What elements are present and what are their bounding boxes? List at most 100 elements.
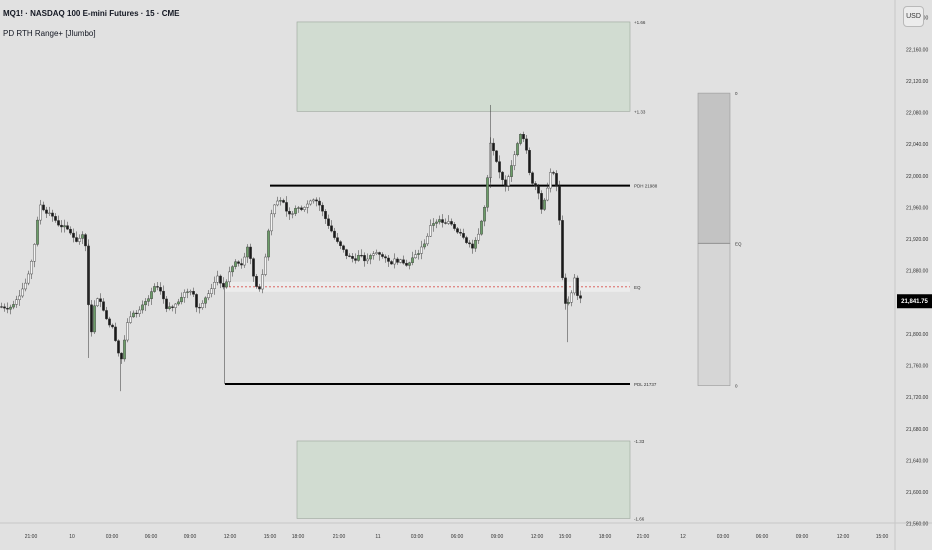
- candle: [99, 293, 102, 308]
- candle-body-up: [306, 203, 309, 208]
- candle: [522, 131, 525, 143]
- range-box-bottom-label: 0: [735, 384, 738, 389]
- candle-body-down: [387, 257, 390, 262]
- candle-body-down: [156, 286, 159, 288]
- candle-body-up: [474, 239, 477, 249]
- candle-body-down: [117, 340, 120, 354]
- projection-zones: +1.66 +1.33 -1.33 -1.66: [296, 20, 646, 521]
- candle-body-up: [261, 274, 264, 290]
- price-tick-label: 21,880.00: [906, 269, 928, 275]
- candle: [570, 290, 573, 307]
- candle: [273, 204, 276, 218]
- candle-body-down: [162, 290, 165, 300]
- candle: [483, 205, 486, 227]
- candle-body-up: [291, 213, 294, 215]
- candle: [579, 290, 582, 304]
- candle: [24, 278, 27, 292]
- candle: [381, 252, 384, 259]
- symbol-title[interactable]: MQ1! · NASDAQ 100 E-mini Futures · 15 · …: [3, 9, 180, 18]
- candle: [207, 290, 210, 301]
- candle: [486, 174, 489, 212]
- candle-body-up: [207, 293, 210, 299]
- candle: [66, 221, 69, 231]
- candle: [291, 211, 294, 219]
- candle-body-down: [498, 161, 501, 173]
- eq-label: EQ: [634, 285, 641, 290]
- candle: [105, 306, 108, 321]
- time-tick-label: 15:00: [264, 534, 277, 540]
- candle: [276, 196, 279, 207]
- candle: [441, 214, 444, 228]
- candle-body-down: [558, 185, 561, 221]
- candle-body-down: [348, 255, 351, 257]
- candle: [60, 220, 63, 233]
- candle-body-down: [51, 212, 54, 217]
- candle-body-up: [186, 291, 189, 293]
- candle-body-up: [375, 252, 378, 254]
- candle: [282, 198, 285, 204]
- candle-body-up: [9, 306, 12, 310]
- candle-body-down: [66, 225, 69, 230]
- candle: [120, 352, 123, 364]
- candle-body-up: [438, 219, 441, 223]
- candle: [468, 240, 471, 248]
- candle: [297, 206, 300, 213]
- candle: [549, 168, 552, 193]
- candle-body-up: [294, 208, 297, 214]
- candle: [114, 322, 117, 342]
- candle-body-down: [378, 252, 381, 255]
- candle: [390, 259, 393, 265]
- candle: [75, 231, 78, 243]
- candle-body-down: [114, 326, 117, 341]
- currency-button[interactable]: USD: [903, 6, 924, 27]
- time-tick-label: 12:00: [531, 534, 544, 540]
- candle-body-down: [351, 256, 354, 259]
- candle-body-down: [465, 237, 468, 243]
- candle-body-down: [69, 228, 72, 234]
- candle-body-down: [405, 262, 408, 266]
- candle: [42, 201, 45, 212]
- candle-body-up: [141, 304, 144, 311]
- price-tick-label: 21,920.00: [906, 237, 928, 243]
- candle: [507, 174, 510, 191]
- candle: [192, 287, 195, 298]
- candle-body-up: [183, 292, 186, 298]
- time-tick-label: 09:00: [184, 534, 197, 540]
- candle: [231, 265, 234, 277]
- candle: [420, 240, 423, 260]
- candle-body-down: [102, 301, 105, 311]
- candle-body-down: [540, 193, 543, 210]
- candle: [30, 259, 33, 280]
- candle-body-down: [45, 209, 48, 214]
- candle: [426, 233, 429, 247]
- range-box-top-label: 0: [735, 91, 738, 96]
- candle-body-down: [60, 224, 63, 228]
- candle: [387, 255, 390, 267]
- candle: [333, 227, 336, 240]
- time-tick-label: 12:00: [837, 534, 850, 540]
- indicator-label[interactable]: PD RTH Range+ [Jlumbo]: [3, 29, 96, 38]
- candle-body-up: [507, 176, 510, 186]
- candle-body-down: [453, 224, 456, 229]
- candle: [465, 235, 468, 245]
- candle-body-down: [3, 306, 6, 309]
- candle: [198, 303, 201, 314]
- candle: [324, 209, 327, 224]
- candle: [339, 240, 342, 250]
- candle: [429, 219, 432, 237]
- candle: [174, 303, 177, 314]
- candle: [234, 259, 237, 270]
- candle: [435, 219, 438, 229]
- candle-body-up: [423, 243, 426, 248]
- candle-body-up: [429, 225, 432, 237]
- candle-body-down: [444, 222, 447, 224]
- candle-body-up: [426, 235, 429, 245]
- candle-body-down: [579, 295, 582, 299]
- candle-body-up: [573, 277, 576, 294]
- candle: [69, 226, 72, 236]
- candle: [513, 151, 516, 171]
- candle-body-down: [318, 200, 321, 206]
- candle-body-up: [168, 306, 171, 309]
- candle: [450, 218, 453, 226]
